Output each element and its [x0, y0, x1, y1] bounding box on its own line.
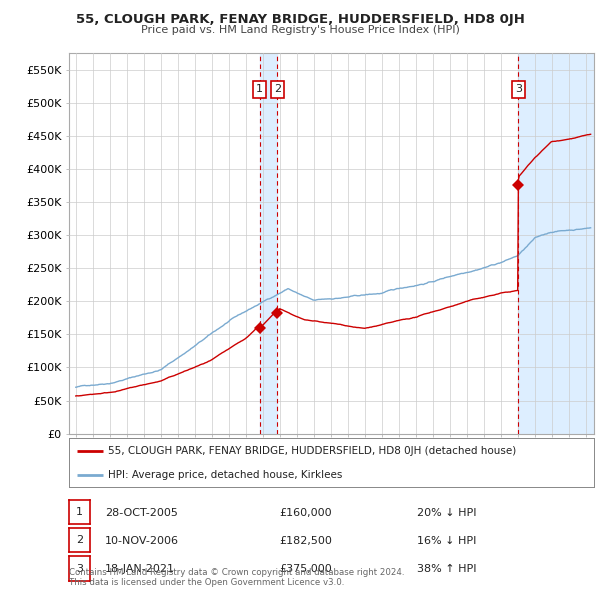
Text: £375,000: £375,000: [279, 564, 332, 574]
Text: HPI: Average price, detached house, Kirklees: HPI: Average price, detached house, Kirk…: [109, 470, 343, 480]
Text: 1: 1: [256, 84, 263, 94]
Text: Price paid vs. HM Land Registry's House Price Index (HPI): Price paid vs. HM Land Registry's House …: [140, 25, 460, 35]
Text: 3: 3: [76, 563, 83, 573]
Text: 16% ↓ HPI: 16% ↓ HPI: [417, 536, 476, 546]
Text: 20% ↓ HPI: 20% ↓ HPI: [417, 507, 476, 517]
Text: 55, CLOUGH PARK, FENAY BRIDGE, HUDDERSFIELD, HD8 0JH: 55, CLOUGH PARK, FENAY BRIDGE, HUDDERSFI…: [76, 13, 524, 26]
Text: £160,000: £160,000: [279, 507, 332, 517]
Text: 2: 2: [76, 535, 83, 545]
Text: 3: 3: [515, 84, 522, 94]
Text: £182,500: £182,500: [279, 536, 332, 546]
Text: 10-NOV-2006: 10-NOV-2006: [105, 536, 179, 546]
Text: 38% ↑ HPI: 38% ↑ HPI: [417, 564, 476, 574]
Text: 55, CLOUGH PARK, FENAY BRIDGE, HUDDERSFIELD, HD8 0JH (detached house): 55, CLOUGH PARK, FENAY BRIDGE, HUDDERSFI…: [109, 447, 517, 457]
Text: 2: 2: [274, 84, 281, 94]
Text: 18-JAN-2021: 18-JAN-2021: [105, 564, 175, 574]
Bar: [260, 53, 277, 434]
Bar: [518, 53, 594, 434]
Text: Contains HM Land Registry data © Crown copyright and database right 2024.
This d: Contains HM Land Registry data © Crown c…: [69, 568, 404, 587]
Text: 28-OCT-2005: 28-OCT-2005: [105, 507, 178, 517]
Text: 1: 1: [76, 507, 83, 517]
